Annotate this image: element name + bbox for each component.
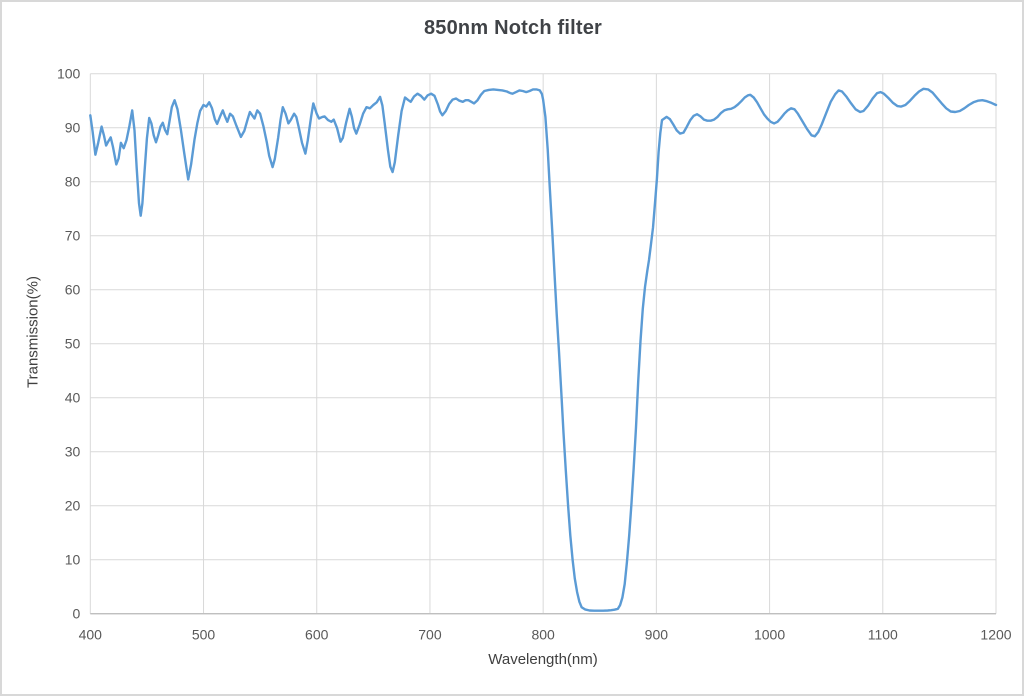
x-tick-label: 700 <box>418 627 442 643</box>
x-axis-title: Wavelength(nm) <box>488 651 598 668</box>
y-tick-label: 90 <box>65 120 81 136</box>
x-tick-label: 1000 <box>754 627 785 643</box>
chart-title: 850nm Notch filter <box>423 17 603 39</box>
y-tick-label: 20 <box>65 498 81 514</box>
y-tick-label: 40 <box>65 390 81 406</box>
y-tick-label: 10 <box>65 552 81 568</box>
x-tick-label: 900 <box>645 627 669 643</box>
y-tick-label: 0 <box>73 606 81 622</box>
x-tick-label: 800 <box>531 627 555 643</box>
y-tick-label: 30 <box>65 444 81 460</box>
series-line <box>89 87 998 612</box>
x-tick-label: 500 <box>192 627 216 643</box>
y-tick-label: 50 <box>65 336 81 352</box>
y-tick-label: 80 <box>65 174 81 190</box>
x-tick-label: 400 <box>79 627 103 643</box>
x-tick-label: 600 <box>305 627 329 643</box>
y-tick-label: 100 <box>57 66 81 82</box>
x-tick-label: 1200 <box>980 627 1011 643</box>
y-tick-label: 60 <box>65 282 81 298</box>
x-tick-label: 1100 <box>868 627 898 643</box>
y-tick-label: 70 <box>65 228 81 244</box>
